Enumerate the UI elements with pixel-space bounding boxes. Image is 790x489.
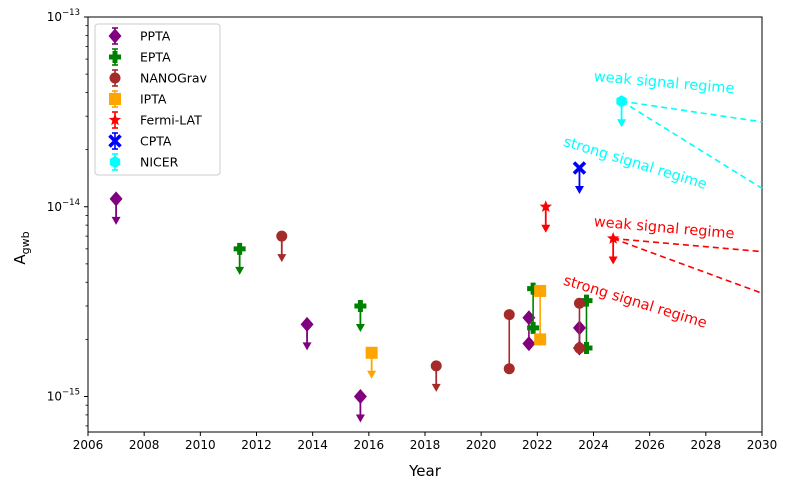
x-tick-label: 2022 bbox=[522, 438, 553, 452]
legend-label-cpta: CPTA bbox=[140, 134, 172, 149]
regime-annotation: weak signal regime bbox=[593, 69, 735, 97]
epta-range-high-marker bbox=[580, 294, 593, 307]
ppta-limit-arrow-head bbox=[302, 342, 312, 351]
projection-line bbox=[621, 100, 763, 123]
nanograv-limit-arrow-head bbox=[277, 254, 287, 263]
y-axis-label: Agwb bbox=[11, 231, 32, 264]
legend-marker-ipta bbox=[109, 93, 121, 105]
fermi-lat-limit-arrow-head bbox=[541, 224, 551, 233]
ppta-limit-arrow-head bbox=[111, 216, 121, 225]
fermi-lat-upper-limit-marker bbox=[539, 200, 552, 213]
x-tick-label: 2012 bbox=[241, 438, 272, 452]
x-axis-label: Year bbox=[408, 462, 442, 480]
legend-label-epta: EPTA bbox=[140, 50, 171, 65]
x-tick-label: 2010 bbox=[185, 438, 216, 452]
nicer-limit-arrow-head bbox=[617, 119, 627, 128]
x-tick-label: 2006 bbox=[73, 438, 104, 452]
ipta-limit-arrow-head bbox=[367, 370, 377, 379]
cpta-limit-arrow-head bbox=[574, 186, 584, 195]
ppta-limit-arrow-head bbox=[355, 414, 365, 423]
epta-upper-limit-marker bbox=[354, 299, 367, 312]
ppta-upper-limit-marker bbox=[353, 389, 367, 405]
x-tick-label: 2020 bbox=[466, 438, 497, 452]
legend-marker-fermi-lat bbox=[108, 113, 122, 126]
legend-marker-cpta bbox=[108, 134, 122, 148]
x-tick-label: 2030 bbox=[747, 438, 778, 452]
projection-line bbox=[621, 100, 763, 190]
x-tick-label: 2014 bbox=[297, 438, 328, 452]
cpta-upper-limit-marker bbox=[572, 161, 587, 175]
nanograv-limit-arrow-head bbox=[431, 383, 441, 392]
legend-label-ipta: IPTA bbox=[140, 92, 167, 107]
legend-frame bbox=[94, 23, 221, 176]
epta-limit-arrow-head bbox=[355, 323, 365, 332]
legend-marker-epta bbox=[109, 51, 121, 63]
legend-label-nicer: NICER bbox=[140, 155, 179, 170]
x-tick-label: 2008 bbox=[129, 438, 160, 452]
x-tick-label: 2016 bbox=[354, 438, 385, 452]
epta-range-low-marker bbox=[527, 321, 540, 334]
nanograv-upper-limit-marker bbox=[276, 230, 288, 242]
nanograv-range-low-marker bbox=[503, 363, 515, 375]
epta-range-low-marker bbox=[580, 342, 593, 355]
projection-line bbox=[613, 237, 763, 253]
nicer-upper-limit-marker bbox=[616, 95, 627, 108]
epta-limit-arrow-head bbox=[235, 266, 245, 275]
y-tick-label: 10−15 bbox=[47, 388, 80, 404]
ppta-upper-limit-marker bbox=[300, 316, 314, 332]
fermi-lat-limit-arrow-head bbox=[608, 256, 618, 265]
nanograv-range-high-marker bbox=[503, 309, 515, 321]
x-tick-label: 2018 bbox=[410, 438, 441, 452]
nanograv-range-low-marker bbox=[573, 342, 585, 354]
epta-range-high-marker bbox=[527, 282, 540, 295]
x-tick-label: 2028 bbox=[691, 438, 722, 452]
ipta-upper-limit-marker bbox=[365, 346, 378, 359]
legend-marker-ppta bbox=[108, 28, 122, 44]
ppta-range-low-marker bbox=[522, 336, 536, 352]
x-tick-label: 2026 bbox=[634, 438, 665, 452]
ipta-range-low-marker bbox=[534, 333, 547, 346]
nanograv-upper-limit-marker bbox=[430, 360, 442, 372]
legend-marker-nicer bbox=[109, 156, 121, 168]
legend-label-fermi-lat: Fermi-LAT bbox=[140, 113, 202, 128]
projection-line bbox=[612, 237, 763, 295]
x-tick-label: 2024 bbox=[578, 438, 609, 452]
y-tick-label: 10−14 bbox=[47, 198, 80, 214]
fermi-lat-upper-limit-marker bbox=[606, 232, 620, 244]
ppta-upper-limit-marker bbox=[109, 191, 123, 207]
legend: PPTA EPTA NANOGrav IPTA Fermi-LAT CPTA NICER bbox=[94, 23, 221, 176]
legend-label-nanograv: NANOGrav bbox=[140, 71, 208, 86]
ppta-range-high-marker bbox=[522, 310, 536, 326]
y-tick-label: 10−13 bbox=[47, 8, 80, 24]
ipta-range-high-marker bbox=[534, 284, 547, 297]
legend-label-ppta: PPTA bbox=[140, 29, 171, 44]
epta-upper-limit-marker bbox=[233, 242, 246, 255]
nanograv-range-high-marker bbox=[573, 297, 585, 309]
legend-marker-nanograv bbox=[109, 72, 121, 84]
